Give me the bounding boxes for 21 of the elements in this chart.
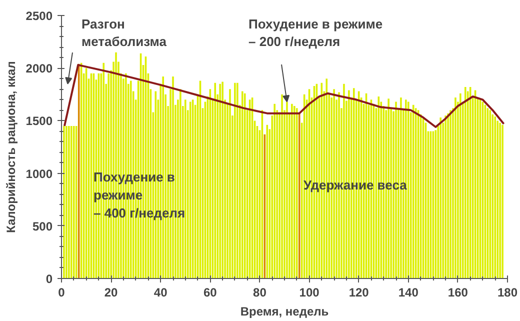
- x-tick-label: 140: [398, 286, 419, 300]
- y-axis-title: Калорийность рациона, ккал: [4, 61, 18, 233]
- x-tick-label: 20: [104, 286, 118, 300]
- x-tick-label: 100: [299, 286, 320, 300]
- y-tick-label: 2000: [26, 62, 53, 76]
- annotation: Похудение в режиме – 200 г/неделя: [248, 16, 383, 49]
- y-tick-label: 0: [46, 272, 53, 286]
- x-tick-label: 160: [448, 286, 468, 300]
- line-series: [63, 64, 505, 128]
- y-tick-label: 1500: [26, 114, 53, 128]
- x-tick-label: 180: [497, 286, 518, 300]
- y-tick-label: 2500: [26, 9, 53, 23]
- x-tick-label: 80: [253, 286, 267, 300]
- y-tick-label: 500: [32, 219, 53, 234]
- x-tick-label: 0: [58, 286, 66, 300]
- x-axis-title: Время, недель: [240, 304, 329, 318]
- x-tick-label: 120: [348, 286, 370, 300]
- y-tick-label: 1000: [26, 166, 53, 181]
- x-tick-label: 60: [203, 286, 218, 300]
- annotation: Разгон метаболизма: [82, 16, 168, 49]
- x-tick-label: 40: [154, 286, 168, 300]
